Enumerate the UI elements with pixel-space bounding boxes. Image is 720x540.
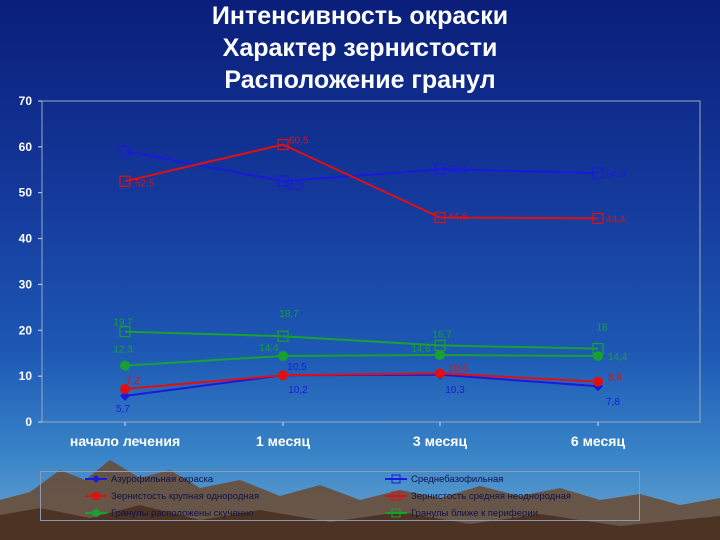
data-point [434,211,446,224]
data-label: 18,7 [279,309,299,320]
data-label: 52,5 [135,178,155,189]
y-tick-label: 60 [19,140,33,154]
data-label: 7,8 [606,397,620,408]
data-point [434,339,446,352]
legend-swatch [85,492,107,501]
data-point [277,175,289,187]
y-tick-label: 0 [25,415,32,429]
data-label: 52,5 [284,181,304,192]
data-point [120,383,130,394]
data-label: 7,2 [126,376,140,387]
data-point [277,330,289,342]
data-point [119,326,131,338]
data-label: 10,3 [445,385,465,396]
series-line [124,143,599,220]
data-point [592,343,604,355]
data-point [119,145,131,157]
legend-entry: Среднебазофильная [385,474,503,485]
x-tick-label: начало лечения [70,433,180,449]
series-line [124,330,599,350]
data-label: 16,7 [432,329,452,340]
data-label: 10,6 [448,363,468,374]
data-point [278,370,288,381]
data-label: 16 [596,323,608,334]
legend-label: Гранулы расположены скученно [111,508,254,519]
data-label: 14,4 [259,343,279,354]
title-line-1: Интенсивность окраски [211,2,509,30]
data-label: 10,2 [288,385,308,396]
data-point [120,390,130,401]
data-label: 12,3 [113,345,133,356]
x-tick-label: 1 месяц [256,433,311,449]
legend-swatch [385,491,407,501]
legend-entry: Гранулы расположены скученно [85,508,253,519]
data-point [593,376,603,387]
data-point [593,350,603,361]
y-tick-label: 40 [19,232,33,246]
x-tick-label: 6 месяц [571,433,626,449]
legend-swatch [85,509,107,518]
y-tick-label: 20 [19,323,33,337]
y-tick-label: 50 [19,186,33,200]
data-point [277,138,289,151]
data-label: 10,5 [287,362,307,373]
legend-entry: Зернистость средняя неоднородная [385,491,571,502]
slide-title: Интенсивность окраски Характер зернистос… [0,0,720,96]
plot-area [41,100,701,423]
data-point [435,350,445,361]
legend-entry: Гранулы ближе к периферии [385,508,538,519]
legend-swatch [385,508,407,518]
data-point [592,212,604,224]
legend-label: Гранулы ближе к периферии [411,508,538,519]
legend-entry: Азурофильная окраска [85,474,213,485]
data-point [120,360,130,371]
data-label: 44,6 [448,211,468,222]
data-label: 55,1 [448,164,468,175]
chart-legend: Азурофильная окраска Среднебазофильная Зер… [40,471,640,521]
data-label: 8,8 [608,373,622,384]
legend-label: Зернистость средняя неоднородная [411,491,571,502]
series-line [124,354,599,367]
series-line [124,150,599,183]
legend-label: Зернистость крупная однородная [111,491,260,502]
data-label: 19,7 [113,318,133,329]
data-point [434,163,446,175]
legend-label: Среднебазофильная [411,474,504,485]
data-point [435,368,445,379]
data-label: 44,4 [606,214,626,225]
data-point [119,175,131,187]
y-tick-label: 30 [19,277,33,291]
title-line-2: Характер зернистости [222,34,498,62]
series-line [124,372,599,390]
data-point [278,350,288,361]
legend-label: Азурофильная окраска [111,474,214,485]
x-tick-label: 3 месяц [413,433,468,449]
data-label: 60,5 [289,136,309,147]
title-line-3: Расположение гранул [224,66,496,94]
data-label: 5,7 [116,404,130,415]
legend-swatch [385,474,407,484]
legend-entry: Зернистость крупная однородная [85,491,259,502]
line-chart: 0 10 20 30 40 50 60 70 начало лечения 1 месяц 3 ме… [19,94,701,449]
data-point [592,167,604,179]
data-label: 54,3 [606,169,626,180]
y-tick-label: 10 [19,369,33,383]
legend-swatch [85,475,107,484]
data-label: 14,4 [608,352,628,363]
data-label: 14,6 [411,344,431,355]
y-tick-label: 70 [19,94,33,108]
